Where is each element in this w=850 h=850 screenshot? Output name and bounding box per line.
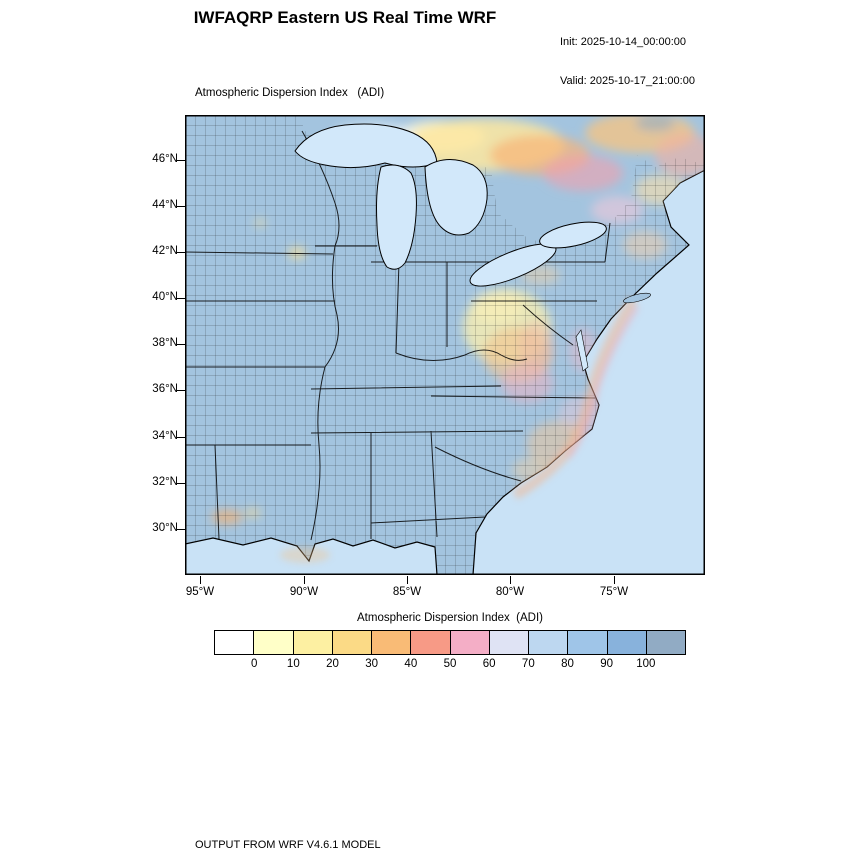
colorbar-cell xyxy=(253,631,293,654)
map-frame xyxy=(185,115,705,575)
lon-tick-label: 80°W xyxy=(495,586,525,598)
lon-tick xyxy=(613,576,615,584)
lon-tick-label: 85°W xyxy=(392,586,422,598)
colorbar-title: Atmospheric Dispersion Index (ADI) xyxy=(357,612,543,624)
colorbar-cell xyxy=(567,631,607,654)
lon-tick-label: 75°W xyxy=(599,586,629,598)
lon-tick-label: 90°W xyxy=(289,586,319,598)
colorbar-cell xyxy=(449,631,489,654)
colorbar-tick-label: 20 xyxy=(326,658,339,670)
lat-tick-label: 40°N xyxy=(152,291,178,303)
lon-tick xyxy=(509,576,511,584)
chesapeake-bay xyxy=(575,329,589,372)
colorbar-tick-label: 90 xyxy=(600,658,614,670)
run-metadata: Init: 2025-10-14_00:00:00 Valid: 2025-10… xyxy=(560,10,695,114)
lat-tick-label: 30°N xyxy=(152,522,178,534)
great-lakes xyxy=(294,123,607,372)
lon-tick xyxy=(303,576,305,584)
lat-tick xyxy=(177,389,185,391)
lat-tick xyxy=(177,528,185,530)
colorbar-tick-label: 0 xyxy=(250,658,258,670)
colorbar-cell xyxy=(606,631,646,654)
lon-tick xyxy=(406,576,408,584)
lake-huron xyxy=(424,159,488,236)
lat-tick xyxy=(177,297,185,299)
lake-ontario xyxy=(539,221,607,249)
colorbar-tick-label: 10 xyxy=(286,658,300,670)
footer: OUTPUT FROM WRF V4.6.1 MODEL WE = 310 ; … xyxy=(195,810,628,850)
coastal-gradient xyxy=(280,297,640,563)
lat-tick xyxy=(177,436,185,438)
lat-tick xyxy=(177,482,185,484)
init-time: Init: 2025-10-14_00:00:00 xyxy=(560,36,686,48)
colorbar-cell xyxy=(645,631,685,654)
colorbar-tick-label: 30 xyxy=(365,658,379,670)
colorbar-tick-label: 100 xyxy=(636,658,656,670)
state-boundaries xyxy=(184,130,611,541)
lat-tick-label: 34°N xyxy=(152,430,178,442)
adi-map xyxy=(184,114,706,576)
lat-tick xyxy=(177,205,185,207)
lat-tick xyxy=(177,251,185,253)
long-island xyxy=(623,292,651,304)
colorbar-cell xyxy=(371,631,411,654)
lat-tick-label: 46°N xyxy=(152,153,178,165)
colorbar-tick-label: 80 xyxy=(561,658,574,670)
colorbar-cell xyxy=(528,631,568,654)
colorbar-tick-label: 60 xyxy=(482,658,496,670)
colorbar-cell xyxy=(488,631,528,654)
footer-model-line: OUTPUT FROM WRF V4.6.1 MODEL xyxy=(195,839,381,850)
colorbar-cell xyxy=(331,631,371,654)
colorbar-tick-label: 40 xyxy=(404,658,418,670)
lake-michigan xyxy=(376,164,417,270)
lon-tick xyxy=(199,576,201,584)
colorbar-tick-label: 50 xyxy=(443,658,457,670)
field-label: Atmospheric Dispersion Index (ADI) xyxy=(195,87,385,99)
colorbar-cell xyxy=(410,631,450,654)
lat-tick xyxy=(177,343,185,345)
map-panel xyxy=(184,114,706,576)
lat-tick xyxy=(177,159,185,161)
valid-time: Valid: 2025-10-17_21:00:00 xyxy=(560,75,695,87)
colorbar-cell xyxy=(292,631,332,654)
colorbar-tick-label: 70 xyxy=(521,658,535,670)
lat-tick-label: 32°N xyxy=(152,476,178,488)
lat-tick-label: 44°N xyxy=(152,199,178,211)
colorbar xyxy=(214,630,686,655)
colorbar-cell xyxy=(215,631,254,654)
lat-tick-label: 42°N xyxy=(152,245,178,257)
lat-tick-label: 38°N xyxy=(152,337,178,349)
lat-tick-label: 36°N xyxy=(152,383,178,395)
page-title: IWFAQRP Eastern US Real Time WRF xyxy=(193,8,497,27)
lon-tick-label: 95°W xyxy=(185,586,215,598)
